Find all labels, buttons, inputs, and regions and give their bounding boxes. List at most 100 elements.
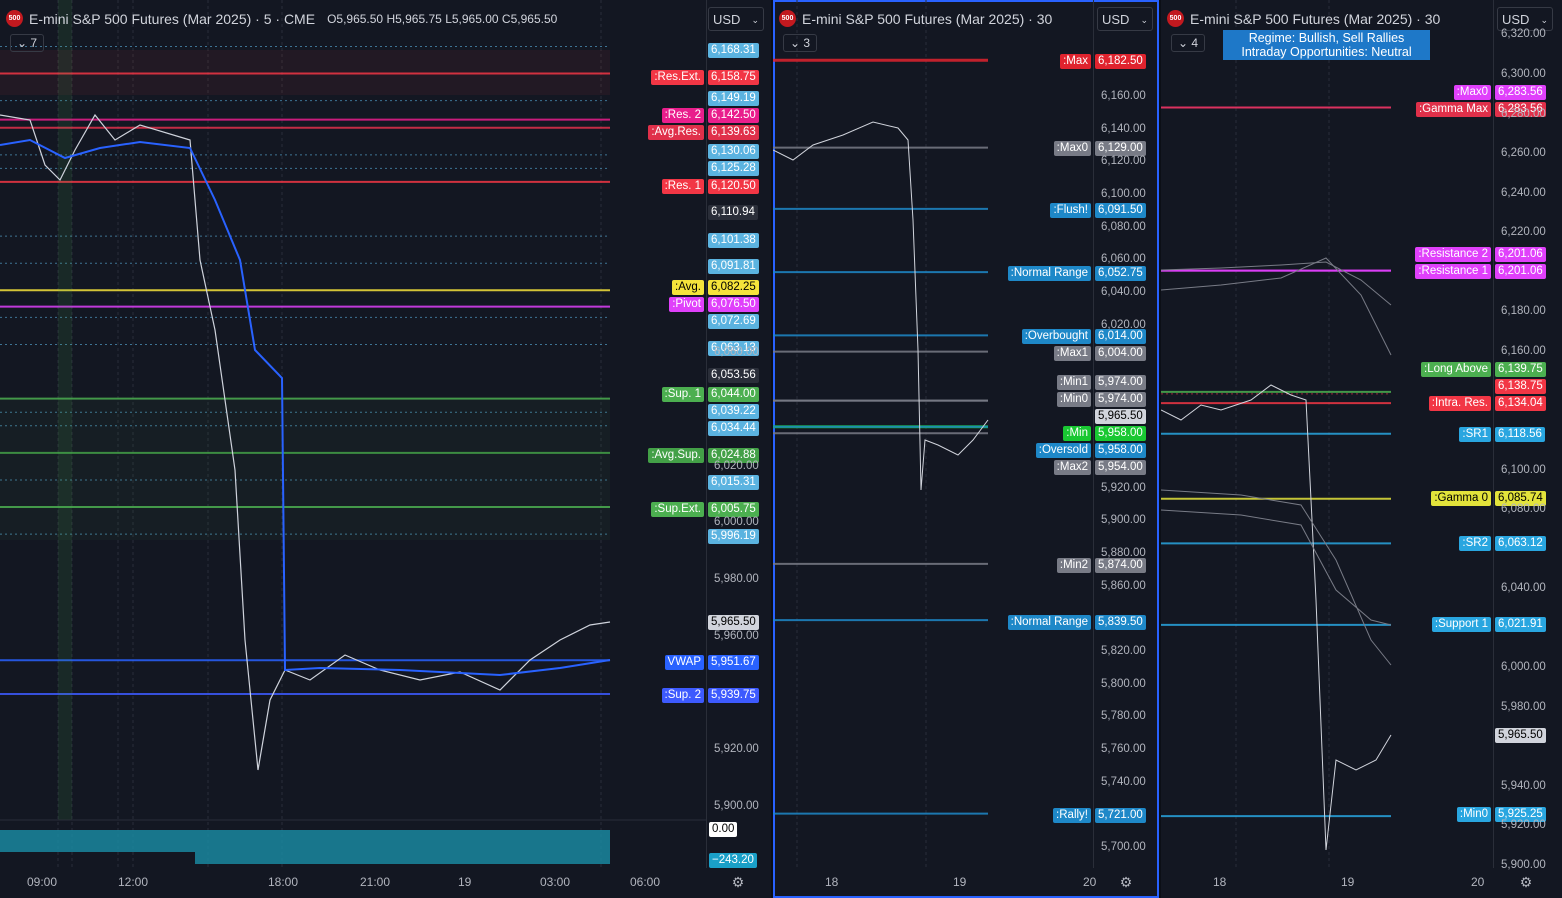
sup-zone <box>0 400 610 540</box>
chart-canvas-1[interactable] <box>0 0 771 898</box>
axis-price-label: 6,080.00 <box>1501 503 1546 516</box>
level-name-tag: :Res.Ext. <box>651 70 704 85</box>
axis-price-label: 6,180.00 <box>1501 305 1546 318</box>
level-name-tag: :Min2 <box>1056 558 1091 573</box>
level-name-tag: :Gamma 0 <box>1431 491 1491 506</box>
axis-price-label: 5,960.00 <box>714 629 759 642</box>
symbol-header[interactable]: 500 E-mini S&P 500 Futures (Mar 2025) · … <box>779 10 1052 27</box>
level-value-tag: 6,021.91 <box>1495 617 1546 632</box>
level-name-tag: :Gamma Max <box>1415 102 1491 117</box>
vwap-line <box>0 138 611 677</box>
level-name-tag: :Sup.Ext. <box>651 502 704 517</box>
axis-price-label: 6,240.00 <box>1501 186 1546 199</box>
axis-price-label: 6,220.00 <box>1501 226 1546 239</box>
level-value-tag: 6,091.81 <box>708 259 759 274</box>
level-value-tag: 6,063.12 <box>1495 536 1546 551</box>
indicators-toggle[interactable]: ⌄ 7 <box>10 34 45 52</box>
level-name-tag: VWAP <box>664 655 704 670</box>
level-value-tag: 6,053.56 <box>708 368 759 383</box>
time-axis-label: 03:00 <box>540 875 571 889</box>
level-value-tag: 6,120.50 <box>708 179 759 194</box>
envelope-line <box>1161 509 1392 626</box>
es-symbol-icon: 500 <box>779 10 796 27</box>
settings-gear-icon[interactable]: ⚙ <box>1519 874 1533 890</box>
chart-pane-30min-a[interactable]: 500 E-mini S&P 500 Futures (Mar 2025) · … <box>773 0 1159 898</box>
axis-price-label: 5,980.00 <box>1501 700 1546 713</box>
currency-select[interactable]: USD ⌄ <box>1497 7 1553 31</box>
axis-price-label: 5,920.00 <box>714 743 759 755</box>
level-value-tag: 6,158.75 <box>708 70 759 85</box>
level-value-tag: 5,958.00 <box>1095 426 1146 441</box>
currency-select[interactable]: USD ⌄ <box>708 7 764 31</box>
symbol-header[interactable]: 500 E-mini S&P 500 Futures (Mar 2025) · … <box>1167 10 1440 27</box>
price-series <box>1161 384 1392 851</box>
level-value-tag: 6,024.88 <box>708 448 759 463</box>
level-value-tag: 5,965.50 <box>708 615 759 630</box>
currency-select[interactable]: USD ⌄ <box>1097 7 1153 31</box>
level-name-tag: :Long Above <box>1421 362 1491 377</box>
level-value-tag: 6,283.56 <box>1495 85 1546 100</box>
axis-price-label: 6,060.00 <box>714 346 759 359</box>
axis-price-label: 5,780.00 <box>1101 710 1146 723</box>
price-axis[interactable] <box>1493 0 1494 868</box>
es-symbol-icon: 500 <box>1167 10 1184 27</box>
chevron-down-icon: ⌄ <box>751 15 759 25</box>
time-axis-label: 18 <box>1213 875 1227 889</box>
axis-price-label: 5,740.00 <box>1101 775 1146 788</box>
level-value-tag: 5,939.75 <box>708 688 759 703</box>
level-value-tag: 5,965.50 <box>1095 409 1146 424</box>
level-value-tag: 6,118.56 <box>1495 427 1545 442</box>
settings-gear-icon[interactable]: ⚙ <box>1119 874 1133 890</box>
res-zone <box>0 50 610 95</box>
level-name-tag: :Oversold <box>1035 443 1091 458</box>
level-value-tag: 6,063.13 <box>708 341 759 356</box>
level-name-tag: :Min0 <box>1056 392 1091 407</box>
level-value-tag: 6,138.75 <box>1495 379 1546 394</box>
level-name-tag: :Max0 <box>1453 85 1491 100</box>
level-name-tag: :Res. 1 <box>661 179 704 194</box>
indicators-toggle[interactable]: ⌄ 4 <box>1171 34 1206 52</box>
level-value-tag: 6,005.75 <box>708 502 759 517</box>
level-value-tag: 6,201.06 <box>1495 247 1546 262</box>
chart-pane-5min[interactable]: 500 E-mini S&P 500 Futures (Mar 2025) · … <box>0 0 771 898</box>
axis-price-label: 5,920.00 <box>1501 819 1546 832</box>
indicators-toggle[interactable]: ⌄ 3 <box>783 34 818 52</box>
level-name-tag: :Max <box>1060 54 1091 69</box>
axis-price-label: 5,860.00 <box>1101 579 1146 592</box>
chart-canvas-2[interactable] <box>773 0 1159 898</box>
level-value-tag: 6,139.63 <box>708 125 759 140</box>
level-value-tag: 5,996.19 <box>708 529 759 544</box>
level-name-tag: :Avg.Sup. <box>648 448 704 463</box>
price-axis[interactable] <box>706 0 707 868</box>
level-value-tag: 5,965.50 <box>1495 728 1546 743</box>
level-value-tag: 6,082.25 <box>708 280 759 295</box>
chart-pane-30min-b[interactable]: 500 E-mini S&P 500 Futures (Mar 2025) · … <box>1161 0 1562 898</box>
level-value-tag: 6,134.04 <box>1495 396 1546 411</box>
axis-price-label: 6,280.00 <box>1501 107 1546 120</box>
level-name-tag: :Resistance 2 <box>1415 247 1491 262</box>
time-axis-label: 21:00 <box>360 875 391 889</box>
level-value-tag: 6,076.50 <box>708 297 759 312</box>
time-axis-label: 09:00 <box>27 875 58 889</box>
time-axis-label: 20 <box>1471 875 1485 889</box>
chevron-down-icon: ⌄ <box>1178 36 1189 50</box>
level-value-tag: 6,014.00 <box>1095 329 1146 344</box>
envelope-line <box>1161 489 1392 666</box>
price-axis[interactable] <box>1093 0 1094 868</box>
axis-price-label: 6,120.00 <box>1101 155 1146 168</box>
axis-price-label: 6,020.00 <box>714 459 759 472</box>
level-name-tag: :SR2 <box>1459 536 1491 551</box>
axis-price-label: 6,320.00 <box>1501 28 1546 41</box>
axis-price-label: 6,040.00 <box>1101 285 1146 298</box>
chart-canvas-3[interactable] <box>1161 0 1562 898</box>
axis-price-label: 6,040.00 <box>1501 582 1546 595</box>
level-name-tag: :Resistance 1 <box>1415 264 1491 279</box>
symbol-header[interactable]: 500 E-mini S&P 500 Futures (Mar 2025) · … <box>6 10 557 27</box>
axis-price-label: 5,900.00 <box>1501 859 1546 871</box>
envelope-line <box>1161 257 1392 356</box>
level-value-tag: 5,974.00 <box>1095 392 1146 407</box>
settings-gear-icon[interactable]: ⚙ <box>731 874 745 890</box>
chevron-down-icon: ⌄ <box>17 36 28 50</box>
axis-price-label: 5,880.00 <box>1101 547 1146 560</box>
ohlc-readout: O5,965.50 H5,965.75 L5,965.00 C5,965.50 <box>327 11 558 26</box>
